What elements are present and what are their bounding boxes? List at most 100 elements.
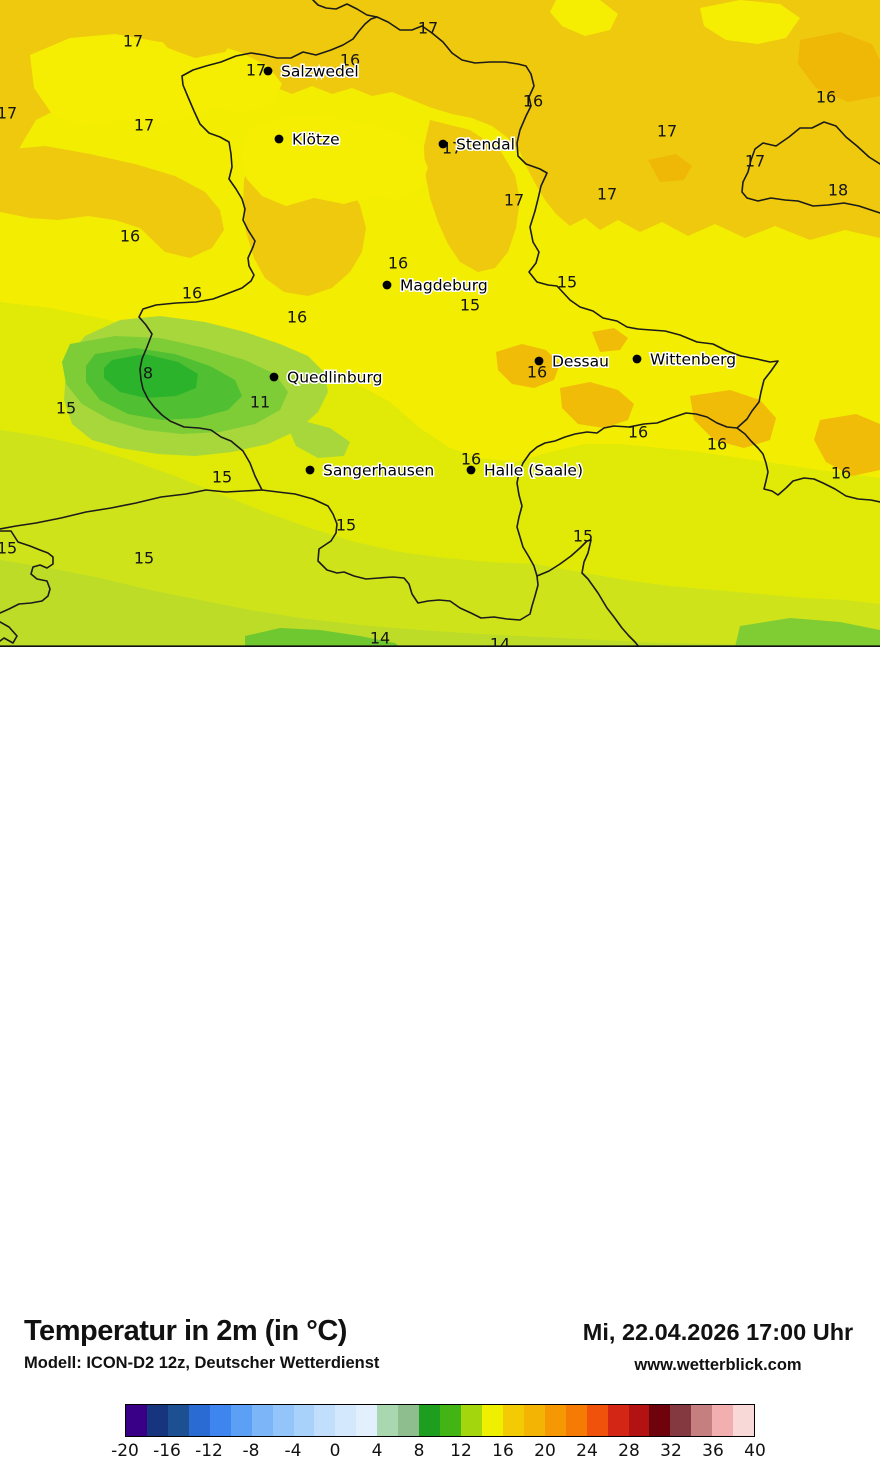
legend-tick-label: 8 — [413, 1441, 425, 1461]
legend-tick-label: 20 — [534, 1441, 556, 1461]
temp-label: 15 — [134, 549, 154, 568]
legend-tick-label: 24 — [576, 1441, 598, 1461]
temp-label: 18 — [828, 181, 848, 200]
legend-tick-label: -8 — [242, 1441, 260, 1461]
legend-color-segment — [649, 1405, 671, 1436]
border-saxony-east — [736, 427, 880, 503]
region-yellow-pocket-nw — [30, 34, 282, 126]
temp-label: 15 — [212, 468, 232, 487]
border-sw-corner — [0, 621, 18, 644]
temp-label: 11 — [250, 393, 270, 412]
legend-color-segment — [628, 1405, 650, 1436]
temp-label: 16 — [707, 435, 727, 454]
temp-label: 15 — [56, 399, 76, 418]
legend-tick-label: 4 — [371, 1441, 383, 1461]
city-label: Sangerhausen — [323, 462, 434, 480]
region-bottom-green-2 — [735, 618, 880, 647]
temp-label: 17 — [0, 104, 17, 123]
temp-label: 16 — [340, 51, 360, 70]
city-marker: Wittenberg — [632, 349, 738, 370]
temp-label: 16 — [831, 464, 851, 483]
city-marker: Dessau — [534, 351, 610, 372]
temp-label: 16 — [523, 92, 543, 111]
city-marker: Halle (Saale) — [466, 460, 585, 481]
temp-label: 15 — [557, 273, 577, 292]
city-marker: Quedlinburg — [269, 367, 384, 388]
region-gold-lobe-west — [0, 146, 224, 258]
legend-color-segment — [209, 1405, 231, 1436]
city-label: Halle (Saale) — [484, 462, 583, 480]
legend-color-segment — [146, 1405, 168, 1436]
legend-color-segment — [586, 1405, 608, 1436]
border-ne-peninsula — [741, 121, 880, 214]
legend-color-segment — [607, 1405, 629, 1436]
page-title: Temperatur in 2m (in °C) — [24, 1315, 347, 1347]
legend-color-segment — [230, 1405, 252, 1436]
city-marker: Stendal — [438, 134, 516, 155]
temp-label: 8 — [143, 364, 153, 383]
city-markers: Salzwedel Klötze Stendal Magdeburg Quedlinbu… — [263, 61, 738, 481]
city-marker: Sangerhausen — [305, 460, 436, 481]
temp-label: 16 — [287, 308, 307, 327]
temp-label: 17 — [123, 32, 143, 51]
border-west-edge-wedge — [0, 530, 54, 614]
temp-label: 17 — [134, 116, 154, 135]
legend-color-segment — [712, 1405, 734, 1436]
forecast-datetime: Mi, 22.04.2026 17:00 Uhr — [582, 1319, 854, 1345]
temp-label: 17 — [246, 61, 266, 80]
city-dot-icon — [263, 66, 273, 76]
region-orange-wittenberg-s — [690, 390, 776, 448]
caption-area: Temperatur in 2m (in °C) Modell: ICON-D2… — [0, 647, 880, 1461]
temp-label: 16 — [182, 284, 202, 303]
legend-color-segment — [356, 1405, 378, 1436]
city-label: Quedlinburg — [287, 369, 382, 387]
city-label: Klötze — [292, 131, 340, 149]
region-orange-dessau-w — [496, 344, 560, 388]
color-scale-ticks: -20 -16 -12 -8 -4 0 4 8 12 16 20 24 28 32 36 40 — [111, 1441, 766, 1465]
border-se-branch — [536, 539, 640, 648]
legend-color-segment — [188, 1405, 210, 1436]
temperature-map: 17 16 17 17 16 16 17 17 17 17 17 18 17 17 16 16 15 15 16 16… — [0, 0, 880, 654]
border-thuringia-west — [0, 489, 263, 530]
temp-label: 17 — [504, 191, 524, 210]
legend-color-segment — [565, 1405, 587, 1436]
region-harz-finger — [290, 420, 350, 458]
legend-color-segment — [691, 1405, 713, 1436]
temp-label: 17 — [418, 19, 438, 38]
region-yellow-pocket-kloetze — [242, 115, 428, 206]
city-marker: Klötze — [274, 129, 341, 150]
legend-tick-label: -4 — [284, 1441, 302, 1461]
legend-color-segment — [167, 1405, 189, 1436]
legend-tick-label: 12 — [450, 1441, 472, 1461]
city-dot-icon — [269, 372, 279, 382]
city-dot-icon — [382, 280, 392, 290]
city-label: Stendal — [456, 136, 515, 154]
website-label: www.wetterblick.com — [634, 1356, 802, 1374]
city-dot-icon — [438, 139, 448, 149]
city-dot-icon — [305, 465, 315, 475]
region-orange-mid-ne — [648, 154, 692, 182]
legend-color-segment — [481, 1405, 503, 1436]
city-label: Dessau — [552, 353, 609, 371]
temp-label: 16 — [120, 227, 140, 246]
temp-label: 17 — [745, 152, 765, 171]
border-saxony-anhalt-outline — [138, 16, 779, 621]
legend-color-segment — [670, 1405, 692, 1436]
region-south-14b — [0, 430, 880, 647]
region-orange-ne-corner — [798, 32, 880, 102]
temp-label: 17 — [657, 122, 677, 141]
temp-label: 17 — [597, 185, 617, 204]
legend-color-segment — [440, 1405, 461, 1436]
temp-label: 16 — [388, 254, 408, 273]
border-entry-north — [312, 0, 378, 18]
legend-color-segment — [335, 1405, 357, 1436]
legend-color-segment — [502, 1405, 524, 1436]
legend-color-segment — [523, 1405, 545, 1436]
city-marker: Salzwedel — [263, 61, 360, 82]
temp-label: 15 — [460, 296, 480, 315]
color-scale-bar — [125, 1404, 755, 1437]
legend-tick-label: 32 — [660, 1441, 682, 1461]
legend-color-segment — [293, 1405, 315, 1436]
city-dot-icon — [632, 354, 642, 364]
